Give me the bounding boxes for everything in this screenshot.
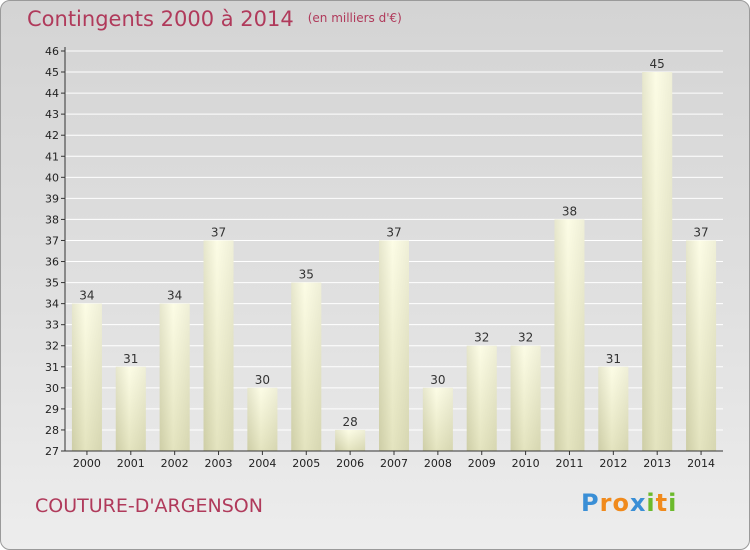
logo-letter: x <box>629 489 647 517</box>
data-label: 28 <box>342 415 357 429</box>
logo-letter: i <box>668 489 678 517</box>
data-label: 37 <box>386 225 401 239</box>
y-tick-label: 35 <box>45 277 59 290</box>
bar-shade-2011 <box>554 219 585 451</box>
x-tick-label: 2009 <box>468 457 496 470</box>
data-label: 30 <box>430 373 445 387</box>
data-label: 37 <box>693 225 708 239</box>
bars <box>71 72 717 451</box>
logo-letter: r <box>599 489 613 517</box>
axes <box>61 47 723 455</box>
y-tick-label: 32 <box>45 340 59 353</box>
y-tick-label: 38 <box>45 213 59 226</box>
bar-shade-2004 <box>247 387 278 451</box>
data-label: 34 <box>167 289 182 303</box>
y-tick-label: 46 <box>45 45 59 58</box>
y-tick-label: 41 <box>45 150 59 163</box>
y-tick-label: 44 <box>45 87 59 100</box>
bar-shade-2006 <box>335 429 366 451</box>
data-label: 32 <box>474 331 489 345</box>
data-label: 30 <box>255 373 270 387</box>
y-tick-label: 45 <box>45 66 59 79</box>
x-tick-label: 2005 <box>292 457 320 470</box>
bar-shade-2005 <box>291 282 322 451</box>
y-tick-label: 40 <box>45 171 59 184</box>
y-tick-label: 28 <box>45 424 59 437</box>
x-tick-label: 2008 <box>424 457 452 470</box>
data-label: 32 <box>518 331 533 345</box>
bar-shade-2009 <box>466 345 497 451</box>
bar-shade-2003 <box>203 240 234 451</box>
commune-name: COUTURE-D'ARGENSON <box>35 495 263 517</box>
bar-shade-2001 <box>115 366 146 451</box>
logo-letter: P <box>581 489 600 517</box>
data-label: 37 <box>211 225 226 239</box>
x-tick-label: 2007 <box>380 457 408 470</box>
y-tick-label: 42 <box>45 129 59 142</box>
data-label: 35 <box>299 268 314 282</box>
x-tick-label: 2004 <box>248 457 276 470</box>
bar-shade-2002 <box>159 303 190 451</box>
y-tick-label: 27 <box>45 445 59 458</box>
bar-shade-2014 <box>686 240 717 451</box>
x-tick-label: 2012 <box>599 457 627 470</box>
x-tick-label: 2003 <box>205 457 233 470</box>
data-label: 45 <box>650 57 665 71</box>
x-tick-label: 2013 <box>643 457 671 470</box>
bar-shade-2013 <box>642 72 673 451</box>
x-tick-label: 2010 <box>512 457 540 470</box>
bar-shade-2008 <box>422 387 453 451</box>
x-tick-label: 2000 <box>73 457 101 470</box>
chart-subtitle: (en milliers d'€) <box>307 11 402 25</box>
y-tick-label: 37 <box>45 234 59 247</box>
proxiti-logo: Proxiti <box>581 489 677 517</box>
x-tick-label: 2001 <box>117 457 145 470</box>
logo-letter: i <box>646 489 656 517</box>
labels: 27 28 29 30 31 32 33 34 35 36 37 38 39 40 41 42 43 44 45 46… <box>45 45 715 470</box>
data-label: 31 <box>123 352 138 366</box>
data-label: 31 <box>606 352 621 366</box>
y-tick-label: 30 <box>45 382 59 395</box>
y-tick-label: 36 <box>45 256 59 269</box>
y-tick-label: 31 <box>45 361 59 374</box>
bar-shade-2010 <box>510 345 541 451</box>
data-label: 38 <box>562 204 577 218</box>
data-label: 34 <box>79 289 94 303</box>
x-tick-label: 2011 <box>555 457 583 470</box>
logo-letter: t <box>655 489 669 517</box>
x-tick-label: 2006 <box>336 457 364 470</box>
logo-letter: o <box>612 489 630 517</box>
bar-shade-2007 <box>379 240 409 451</box>
y-tick-label: 33 <box>45 319 59 332</box>
bar-shade-2012 <box>598 366 629 451</box>
chart-title: Contingents 2000 à 2014 (en milliers d'€) <box>27 7 402 31</box>
x-tick-label: 2014 <box>687 457 715 470</box>
y-tick-label: 39 <box>45 192 59 205</box>
y-tick-label: 29 <box>45 403 59 416</box>
y-tick-label: 43 <box>45 108 59 121</box>
bar-shade-2000 <box>71 303 102 451</box>
x-tick-label: 2002 <box>161 457 189 470</box>
y-tick-label: 34 <box>45 298 59 311</box>
